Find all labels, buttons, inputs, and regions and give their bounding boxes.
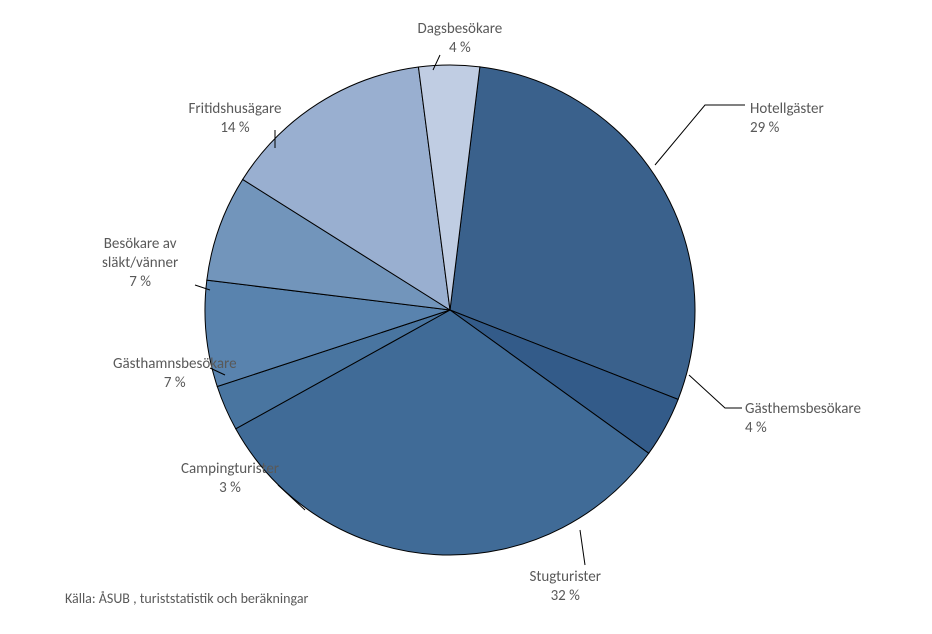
slice-label: Gästhamnsbesökare7 % bbox=[113, 355, 237, 393]
pie-chart-container: Hotellgäster29 % Gästhemsbesökare4 % Stugt… bbox=[0, 0, 932, 634]
slice-label: Stugturister32 % bbox=[530, 568, 601, 606]
pie-chart-svg bbox=[0, 0, 932, 634]
slice-label: Fritidshusägare14 % bbox=[189, 100, 282, 138]
leader-line bbox=[580, 530, 585, 565]
slice-label: Dagsbesökare4 % bbox=[418, 20, 503, 58]
slice-label: Gästhemsbesökare4 % bbox=[745, 400, 861, 438]
leader-line bbox=[655, 105, 745, 165]
source-note: Källa: ÅSUB , turiststatistik och beräkn… bbox=[65, 590, 308, 607]
slice-label: Campingturister3 % bbox=[181, 460, 279, 498]
leader-line bbox=[689, 375, 742, 408]
slice-label: Hotellgäster29 % bbox=[750, 100, 824, 138]
slice-label: Besökare avsläkt/vänner7 % bbox=[102, 235, 178, 291]
